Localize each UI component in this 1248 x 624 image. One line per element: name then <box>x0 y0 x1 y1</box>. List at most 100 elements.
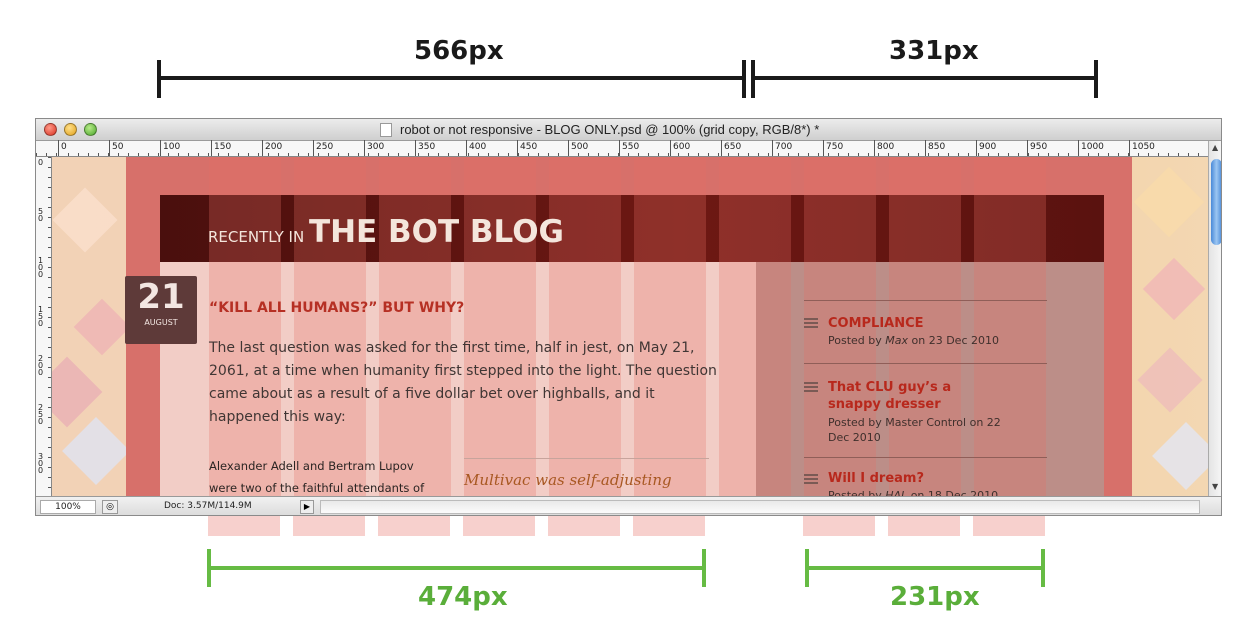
minimize-button[interactable] <box>64 123 77 136</box>
ruler-label: 750 <box>826 142 844 152</box>
grid-column <box>719 157 791 496</box>
ruler-major-tick <box>415 140 416 156</box>
ruler-label: 50 <box>112 142 124 152</box>
scroll-thumb[interactable] <box>1211 159 1221 245</box>
meta-author[interactable]: Master Control <box>885 416 967 429</box>
meta-prefix: Posted by <box>828 416 886 429</box>
blog-heading: RECENTLY IN THE BOT BLOG <box>208 214 564 250</box>
grid-column <box>634 157 706 496</box>
document-canvas[interactable]: RECENTLY IN THE BOT BLOG 21 AUGUST “KILL… <box>52 157 1208 496</box>
status-menu-arrow-icon[interactable]: ▶ <box>300 500 314 514</box>
pull-quote: Multivac was self-adjusting <box>464 471 672 489</box>
scroll-down-icon[interactable]: ▼ <box>1212 482 1219 491</box>
zoom-field[interactable]: 100% <box>40 500 96 514</box>
post-intro-line: happened this way: <box>209 409 346 425</box>
ruler-label: 450 <box>520 142 538 152</box>
sidebar-divider <box>804 300 1047 301</box>
grid-column <box>209 157 281 496</box>
status-bar: 100% ◎ Doc: 3.57M/114.9M ▶ <box>36 496 1221 515</box>
scroll-up-icon[interactable]: ▲ <box>1212 143 1219 152</box>
heading-prefix: RECENTLY IN <box>208 228 309 246</box>
ruler-major-tick <box>109 140 110 156</box>
decor-diamond <box>1142 257 1206 321</box>
horizontal-ruler[interactable]: 0 50 100 150 200 250 300 350 400 450 500… <box>36 140 1208 157</box>
list-icon <box>804 382 818 394</box>
date-badge: 21 AUGUST <box>125 276 197 344</box>
heading-title: THE BOT BLOG <box>308 214 565 250</box>
meta-author[interactable]: HAL <box>885 489 908 496</box>
ruler-major-tick <box>58 140 59 156</box>
post-intro-line: The last question was asked for the firs… <box>209 340 695 356</box>
ruler-label: 1000 <box>1081 142 1104 152</box>
decor-diamond <box>73 298 131 356</box>
close-button[interactable] <box>44 123 57 136</box>
ruler-label: 300 <box>367 142 385 152</box>
horizontal-scrollbar[interactable] <box>320 500 1200 514</box>
grid-column <box>379 157 451 496</box>
sidebar-post-title[interactable]: That CLU guy’s a <box>828 380 952 395</box>
title-bar[interactable]: robot or not responsive - BLOG ONLY.psd … <box>36 119 1221 141</box>
grid-column <box>549 157 621 496</box>
ruler-label: 250 <box>38 403 44 426</box>
ruler-label: 950 <box>1030 142 1048 152</box>
zoom-button[interactable] <box>84 123 97 136</box>
ruler-major-tick <box>670 140 671 156</box>
sidebar-post-meta: Posted by HAL on 18 Dec 2010 <box>828 488 998 496</box>
dimension-tick <box>1041 549 1045 587</box>
ruler-label: 100 <box>163 142 181 152</box>
ruler-major-tick <box>1129 140 1130 156</box>
dimension-tick <box>742 60 746 98</box>
photoshop-document-window[interactable]: robot or not responsive - BLOG ONLY.psd … <box>35 118 1222 516</box>
sidebar-post-meta-cont: Dec 2010 <box>828 431 881 444</box>
date-month: AUGUST <box>144 318 178 327</box>
list-icon <box>804 318 818 330</box>
date-day: 21 <box>137 277 185 317</box>
ruler-major-tick <box>364 140 365 156</box>
sidebar-post-title[interactable]: snappy dresser <box>828 397 941 412</box>
status-options-icon[interactable]: ◎ <box>102 500 118 514</box>
ruler-label: 1050 <box>1132 142 1155 152</box>
sidebar-post-title[interactable]: Will I dream? <box>828 471 924 486</box>
pull-quote-rule <box>464 458 709 459</box>
post-intro-line: came about as a result of a five dollar … <box>209 386 655 402</box>
sidebar-post-title[interactable]: COMPLIANCE <box>828 316 924 331</box>
ruler-label: 150 <box>38 305 44 328</box>
ruler-major-tick <box>925 140 926 156</box>
ruler-major-tick <box>160 140 161 156</box>
decor-diamond <box>62 417 130 485</box>
post-body-line: were two of the faithful attendants of <box>209 481 425 495</box>
sidebar-divider <box>804 363 1047 364</box>
meta-date: on 22 <box>966 416 1001 429</box>
grid-column <box>294 157 366 496</box>
dimension-line <box>807 566 1043 570</box>
blog-header-band <box>160 195 1104 262</box>
post-intro-line: 2061, at a time when humanity first step… <box>209 363 717 379</box>
decor-diamond <box>52 187 118 253</box>
ruler-label: 100 <box>38 256 44 279</box>
ruler-label: 50 <box>38 207 44 223</box>
ruler-major-tick <box>976 140 977 156</box>
vertical-ruler[interactable]: 0 50 100 150 200 250 300 <box>36 157 52 496</box>
meta-author[interactable]: Max <box>885 334 909 347</box>
sidebar-post-meta: Posted by Max on 23 Dec 2010 <box>828 333 999 348</box>
dimension-line <box>159 76 742 80</box>
meta-prefix: Posted by <box>828 334 886 347</box>
dimension-line <box>753 76 1096 80</box>
post-title-link[interactable]: “KILL ALL HUMANS?” BUT WHY? <box>209 300 465 316</box>
meta-date: on 23 Dec 2010 <box>908 334 999 347</box>
ruler-label: 0 <box>61 142 67 152</box>
ruler-major-tick <box>721 140 722 156</box>
vertical-scrollbar[interactable]: ▲ ▼ <box>1208 141 1221 496</box>
ruler-label: 650 <box>724 142 742 152</box>
dimension-label-331: 331px <box>889 36 979 66</box>
grid-column <box>974 157 1046 496</box>
dimension-line <box>209 566 704 570</box>
ruler-major-tick <box>619 140 620 156</box>
ruler-major-tick <box>1027 140 1028 156</box>
ruler-major-tick <box>517 140 518 156</box>
ruler-label: 900 <box>979 142 997 152</box>
ruler-label: 200 <box>265 142 283 152</box>
ruler-label: 350 <box>418 142 436 152</box>
ruler-major-tick <box>211 140 212 156</box>
dimension-label-231: 231px <box>890 582 980 612</box>
